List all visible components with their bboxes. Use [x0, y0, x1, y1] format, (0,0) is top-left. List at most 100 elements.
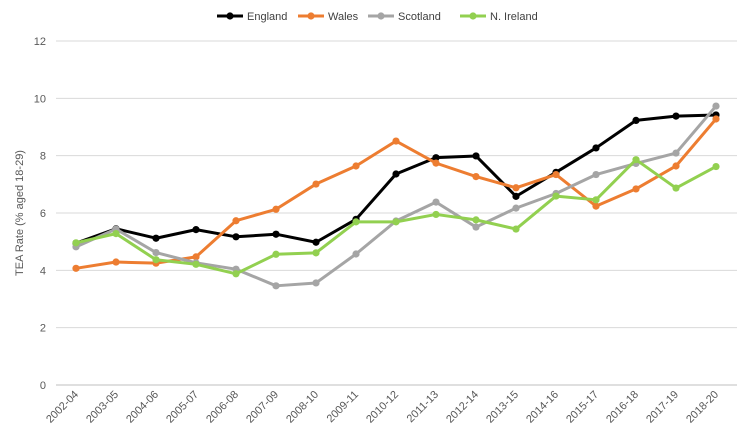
- data-point: [232, 233, 240, 241]
- x-tick-label: 2009-11: [325, 389, 361, 425]
- legend-label: Wales: [328, 11, 359, 23]
- data-point: [712, 115, 720, 123]
- data-point: [312, 180, 320, 188]
- data-point: [592, 144, 600, 152]
- x-tick-label: 2012-14: [444, 389, 481, 426]
- data-point: [232, 217, 240, 225]
- data-point: [592, 170, 600, 179]
- y-tick-label: 12: [34, 36, 46, 48]
- y-tick-label: 2: [40, 323, 46, 335]
- x-tick-label: 2017-19: [644, 389, 681, 426]
- data-point: [72, 264, 80, 272]
- data-point: [592, 202, 600, 210]
- series-lines: [72, 102, 720, 290]
- data-point: [392, 137, 400, 145]
- x-tick-label: 2005-07: [164, 389, 201, 426]
- data-point: [712, 162, 720, 171]
- data-point: [312, 279, 320, 287]
- data-point: [112, 230, 120, 238]
- data-point: [392, 170, 400, 178]
- x-tick-label: 2002-04: [44, 389, 81, 426]
- data-point: [352, 162, 360, 170]
- series-n-ireland: [72, 156, 720, 278]
- x-tick-label: 2014-16: [524, 389, 561, 426]
- x-tick-label: 2003-05: [84, 389, 121, 426]
- y-tick-label: 4: [40, 265, 46, 277]
- legend-swatch-marker: [226, 12, 234, 20]
- x-tick-label: 2011-13: [405, 389, 441, 425]
- x-tick-label: 2007-09: [244, 389, 281, 426]
- data-point: [152, 248, 160, 257]
- y-tick-label: 8: [40, 151, 46, 163]
- x-axis-ticks: 2002-04 2003-05 2004-06 2005-07 2006-08 2007-…: [44, 389, 721, 426]
- legend-swatch-marker: [469, 12, 477, 20]
- data-point: [512, 204, 520, 212]
- data-point: [272, 250, 280, 258]
- data-point: [552, 192, 560, 200]
- x-tick-label: 2008-10: [284, 389, 321, 426]
- data-point: [432, 198, 440, 206]
- data-point: [272, 205, 280, 213]
- legend-item: England: [217, 11, 287, 23]
- data-point: [672, 162, 680, 170]
- data-point: [672, 149, 680, 157]
- legend-item: N. Ireland: [460, 11, 538, 23]
- data-point: [192, 260, 200, 268]
- data-point: [432, 210, 440, 219]
- data-point: [672, 112, 680, 120]
- legend: England Wales Scotland N. Ireland: [217, 11, 538, 23]
- x-tick-label: 2013-15: [484, 389, 521, 426]
- data-point: [272, 230, 280, 238]
- legend-label: N. Ireland: [490, 11, 538, 23]
- data-point: [152, 234, 160, 242]
- data-point: [152, 256, 160, 264]
- x-tick-label: 2006-08: [204, 389, 241, 426]
- data-point: [312, 238, 320, 246]
- legend-label: England: [247, 11, 287, 23]
- data-point: [192, 226, 200, 234]
- data-point: [632, 185, 640, 193]
- y-axis-title: TEA Rate (% aged 18-29): [14, 150, 26, 276]
- legend-item: Wales: [298, 11, 359, 23]
- data-point: [512, 192, 520, 200]
- data-point: [392, 218, 400, 226]
- y-tick-label: 6: [40, 208, 46, 220]
- x-tick-label: 2010-12: [364, 389, 401, 426]
- data-point: [592, 196, 600, 204]
- data-point: [512, 184, 520, 192]
- data-point: [672, 184, 680, 192]
- data-point: [432, 159, 440, 167]
- gridlines: [56, 40, 737, 386]
- y-tick-label: 10: [34, 93, 46, 105]
- series-england: [72, 111, 720, 247]
- data-point: [712, 102, 720, 110]
- data-point: [632, 116, 640, 125]
- y-axis-ticks: 0 2 4 6 8 10 12: [34, 36, 46, 392]
- data-point: [472, 223, 480, 231]
- data-point: [552, 170, 560, 179]
- data-point: [232, 270, 240, 278]
- legend-swatch-marker: [307, 12, 315, 20]
- x-tick-label: 2018-20: [684, 389, 721, 426]
- data-point: [472, 216, 480, 224]
- legend-label: Scotland: [398, 11, 441, 23]
- data-point: [472, 152, 480, 160]
- data-point: [512, 225, 520, 233]
- data-point: [192, 253, 200, 261]
- data-point: [472, 172, 480, 181]
- y-tick-label: 0: [40, 380, 46, 392]
- data-point: [72, 239, 80, 247]
- legend-swatch-marker: [377, 12, 385, 20]
- data-point: [112, 258, 120, 266]
- legend-item: Scotland: [368, 11, 441, 23]
- data-point: [432, 154, 440, 162]
- x-tick-label: 2015-17: [564, 389, 601, 426]
- data-point: [632, 156, 640, 164]
- data-point: [352, 218, 360, 226]
- series-wales: [72, 115, 720, 272]
- x-tick-label: 2016-18: [604, 389, 641, 426]
- data-point: [312, 249, 320, 257]
- x-tick-label: 2004-06: [124, 389, 161, 426]
- data-point: [352, 250, 360, 258]
